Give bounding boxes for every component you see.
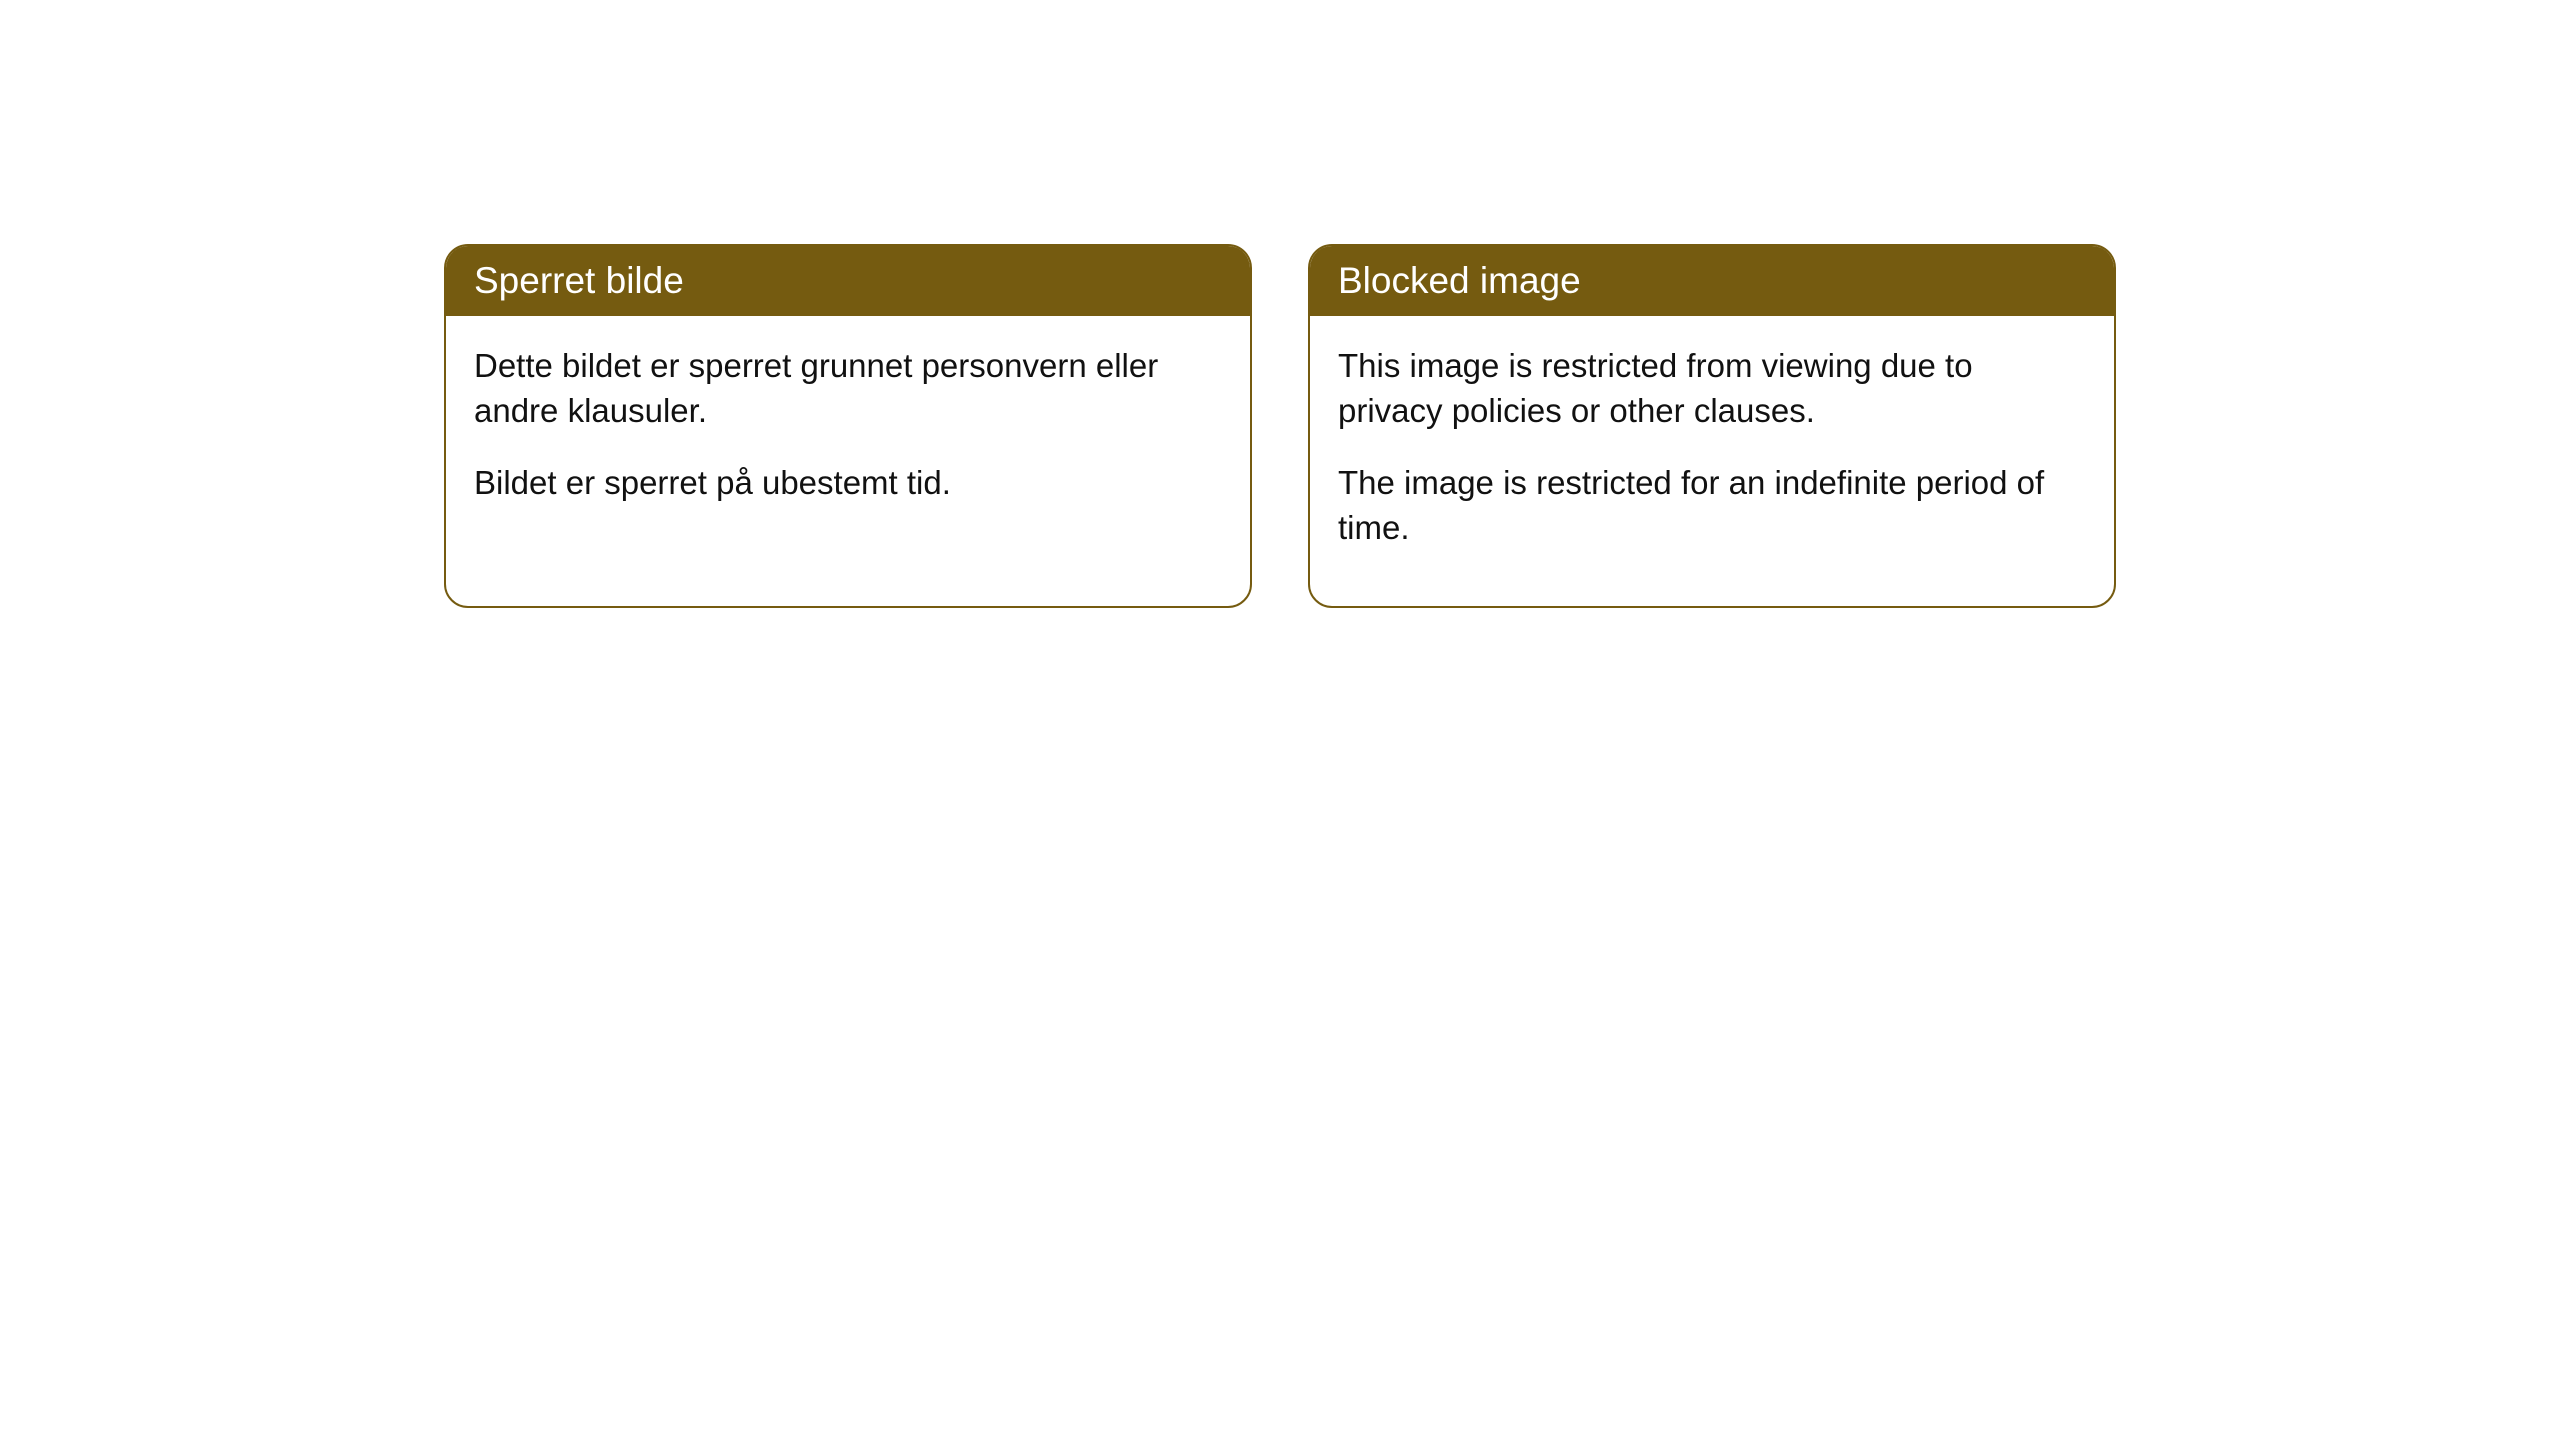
card-paragraph: Bildet er sperret på ubestemt tid. — [474, 461, 1222, 506]
card-paragraph: This image is restricted from viewing du… — [1338, 344, 2086, 433]
card-header: Sperret bilde — [446, 246, 1250, 316]
card-header: Blocked image — [1310, 246, 2114, 316]
cards-container: Sperret bilde Dette bildet er sperret gr… — [444, 244, 2116, 608]
blocked-image-card-english: Blocked image This image is restricted f… — [1308, 244, 2116, 608]
card-body: This image is restricted from viewing du… — [1310, 316, 2114, 606]
card-paragraph: Dette bildet er sperret grunnet personve… — [474, 344, 1222, 433]
blocked-image-card-norwegian: Sperret bilde Dette bildet er sperret gr… — [444, 244, 1252, 608]
card-body: Dette bildet er sperret grunnet personve… — [446, 316, 1250, 562]
card-title: Sperret bilde — [474, 260, 684, 301]
card-paragraph: The image is restricted for an indefinit… — [1338, 461, 2086, 550]
card-title: Blocked image — [1338, 260, 1581, 301]
